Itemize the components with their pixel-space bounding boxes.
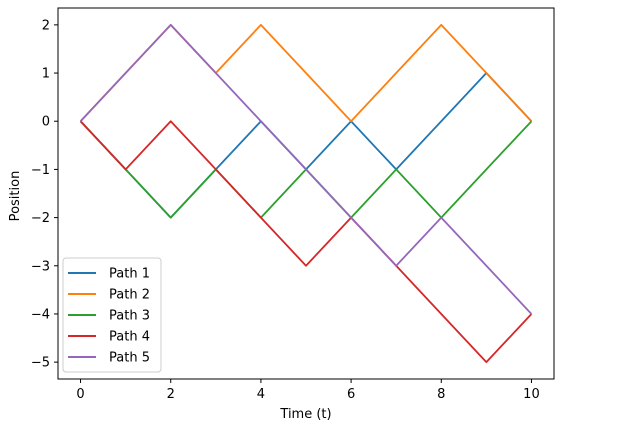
y-tick-label: −3 — [31, 259, 50, 274]
x-tick-label: 0 — [76, 387, 84, 402]
legend-box — [62, 257, 162, 373]
x-tick-label: 2 — [167, 387, 175, 402]
series-layer — [79, 23, 533, 364]
y-tick-label: −4 — [31, 307, 50, 322]
y-axis-ticks: 2 1 0 −1 −2 −3 −4 −5 — [31, 18, 58, 371]
x-tick-label: 8 — [437, 387, 445, 402]
legend-label-1: Path 1 — [109, 267, 150, 282]
legend-label-3: Path 3 — [109, 309, 150, 324]
y-tick-label: 2 — [42, 18, 50, 33]
legend: Path 1 Path 2 Path 3 Path 4 Path 5 — [62, 257, 162, 373]
plot-frame — [57, 7, 555, 380]
y-tick-label: 1 — [42, 67, 50, 82]
series-line-5 — [79, 23, 533, 315]
y-tick-label: −1 — [31, 163, 50, 178]
x-tick-label: 6 — [347, 387, 355, 402]
x-axis-ticks: 0 2 4 6 8 10 — [76, 379, 540, 402]
series-line-4 — [79, 120, 533, 364]
y-tick-label: 0 — [42, 115, 50, 130]
x-axis-label: Time (t) — [279, 407, 331, 422]
x-tick-label: 4 — [257, 387, 265, 402]
legend-items: Path 1 Path 2 Path 3 Path 4 Path 5 — [68, 267, 150, 366]
legend-label-4: Path 4 — [109, 330, 150, 345]
x-tick-label: 10 — [523, 387, 540, 402]
legend-label-5: Path 5 — [109, 351, 150, 366]
y-tick-label: −5 — [31, 356, 50, 371]
legend-label-2: Path 2 — [109, 288, 150, 303]
y-axis-label: Position — [8, 171, 23, 222]
y-tick-label: −2 — [31, 211, 50, 226]
